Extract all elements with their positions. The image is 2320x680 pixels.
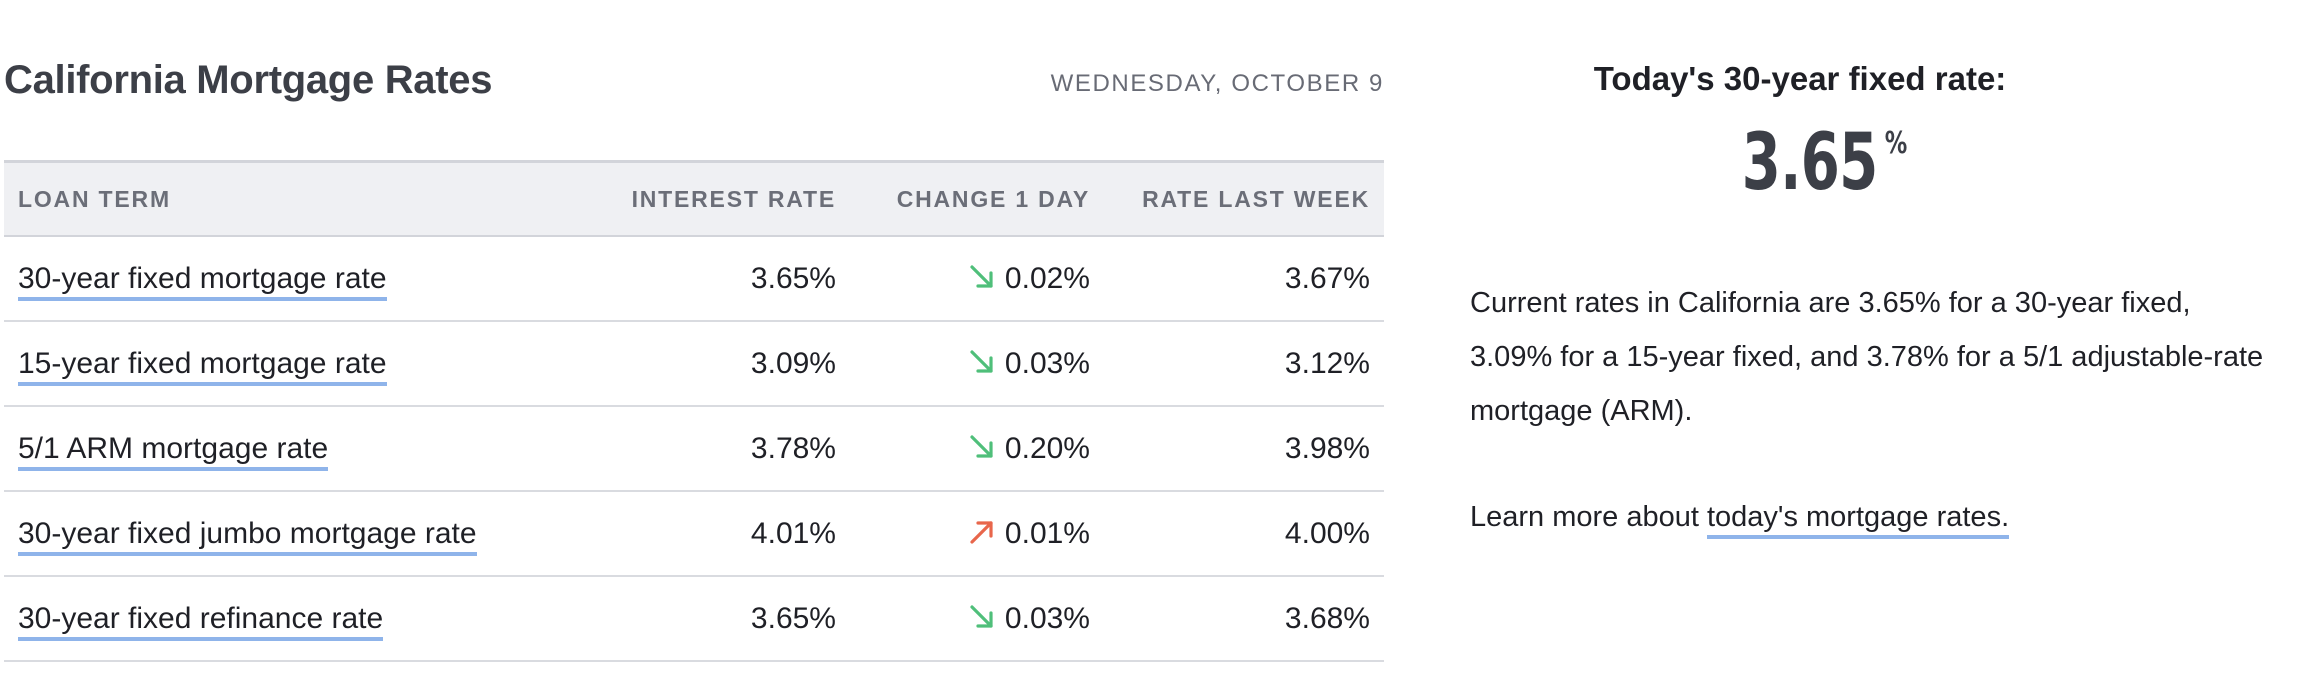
todays-rate-heading: Today's 30-year fixed rate: (1593, 60, 2007, 97)
rate-last-week-cell: 3.12% (1104, 321, 1384, 407)
interest-rate-cell: 3.09% (594, 321, 850, 407)
change-1-day-cell: 0.20% (850, 406, 1104, 492)
column-header-loan-term: LOAN TERM (4, 160, 594, 237)
loan-term-link[interactable]: 15-year fixed mortgage rate (18, 346, 387, 386)
change-value: 0.03% (1004, 601, 1090, 635)
interest-rate-cell: 3.65% (594, 576, 850, 662)
loan-term-cell: 15-year fixed mortgage rate (4, 321, 594, 407)
table-row: 30-year fixed jumbo mortgage rate 4.01% 0.… (4, 491, 1384, 577)
loan-term-cell: 5/1 ARM mortgage rate (4, 406, 594, 492)
loan-term-cell: 30-year fixed refinance rate (4, 576, 594, 662)
column-header-change-1-day: CHANGE 1 DAY (850, 160, 1104, 237)
rate-last-week-cell: 3.68% (1104, 576, 1384, 662)
todays-rate-value: 3.65 (1741, 118, 1878, 208)
arrow-down-right-icon (967, 262, 997, 292)
todays-rate-unit: % (1884, 126, 1908, 161)
table-header-row: LOAN TERM INTEREST RATE CHANGE 1 DAY RAT… (4, 160, 1384, 237)
change-1-day-cell: 0.02% (850, 236, 1104, 322)
change-1-day-cell: 0.01% (850, 491, 1104, 577)
todays-mortgage-rates-link[interactable]: today's mortgage rates. (1706, 501, 2010, 539)
table-row: 15-year fixed mortgage rate 3.09% 0.03% 3.1… (4, 321, 1384, 407)
column-header-rate-last-week: RATE LAST WEEK (1104, 160, 1384, 237)
arrow-down-right-icon (967, 347, 997, 377)
change-value: 0.01% (1004, 516, 1090, 550)
arrow-down-right-icon (967, 432, 997, 462)
interest-rate-cell: 4.01% (594, 491, 850, 577)
table-row: 30-year fixed refinance rate 3.65% 0.03% 3.… (4, 576, 1384, 662)
learn-more-prefix: Learn more about (1470, 501, 1707, 533)
loan-term-link[interactable]: 5/1 ARM mortgage rate (18, 431, 329, 471)
learn-more-text: Learn more about today's mortgage rates. (1470, 490, 2270, 544)
table-row: 30-year fixed mortgage rate 3.65% 0.02% 3.6… (4, 236, 1384, 322)
change-value: 0.03% (1004, 346, 1090, 380)
column-header-interest-rate: INTEREST RATE (594, 160, 850, 237)
rates-table: LOAN TERM INTEREST RATE CHANGE 1 DAY RAT… (4, 160, 1384, 662)
date-label: WEDNESDAY, OCTOBER 9 (1050, 70, 1384, 97)
interest-rate-cell: 3.65% (594, 236, 850, 322)
table-row: 5/1 ARM mortgage rate 3.78% 0.20% 3.98% (4, 406, 1384, 492)
loan-term-link[interactable]: 30-year fixed mortgage rate (18, 261, 387, 301)
loan-term-link[interactable]: 30-year fixed jumbo mortgage rate (18, 516, 477, 556)
todays-rate-display: 3.65% (1470, 118, 2130, 208)
rate-last-week-cell: 3.98% (1104, 406, 1384, 492)
loan-term-cell: 30-year fixed mortgage rate (4, 236, 594, 322)
change-1-day-cell: 0.03% (850, 576, 1104, 662)
rates-summary: Current rates in California are 3.65% fo… (1470, 287, 2264, 427)
page-title: California Mortgage Rates (4, 58, 493, 102)
interest-rate-cell: 3.78% (594, 406, 850, 492)
rate-last-week-cell: 3.67% (1104, 236, 1384, 322)
arrow-up-right-icon (967, 517, 997, 547)
change-1-day-cell: 0.03% (850, 321, 1104, 407)
arrow-down-right-icon (967, 602, 997, 632)
loan-term-cell: 30-year fixed jumbo mortgage rate (4, 491, 594, 577)
change-value: 0.02% (1004, 261, 1090, 295)
change-value: 0.20% (1004, 431, 1090, 465)
loan-term-link[interactable]: 30-year fixed refinance rate (18, 601, 384, 641)
rate-last-week-cell: 4.00% (1104, 491, 1384, 577)
